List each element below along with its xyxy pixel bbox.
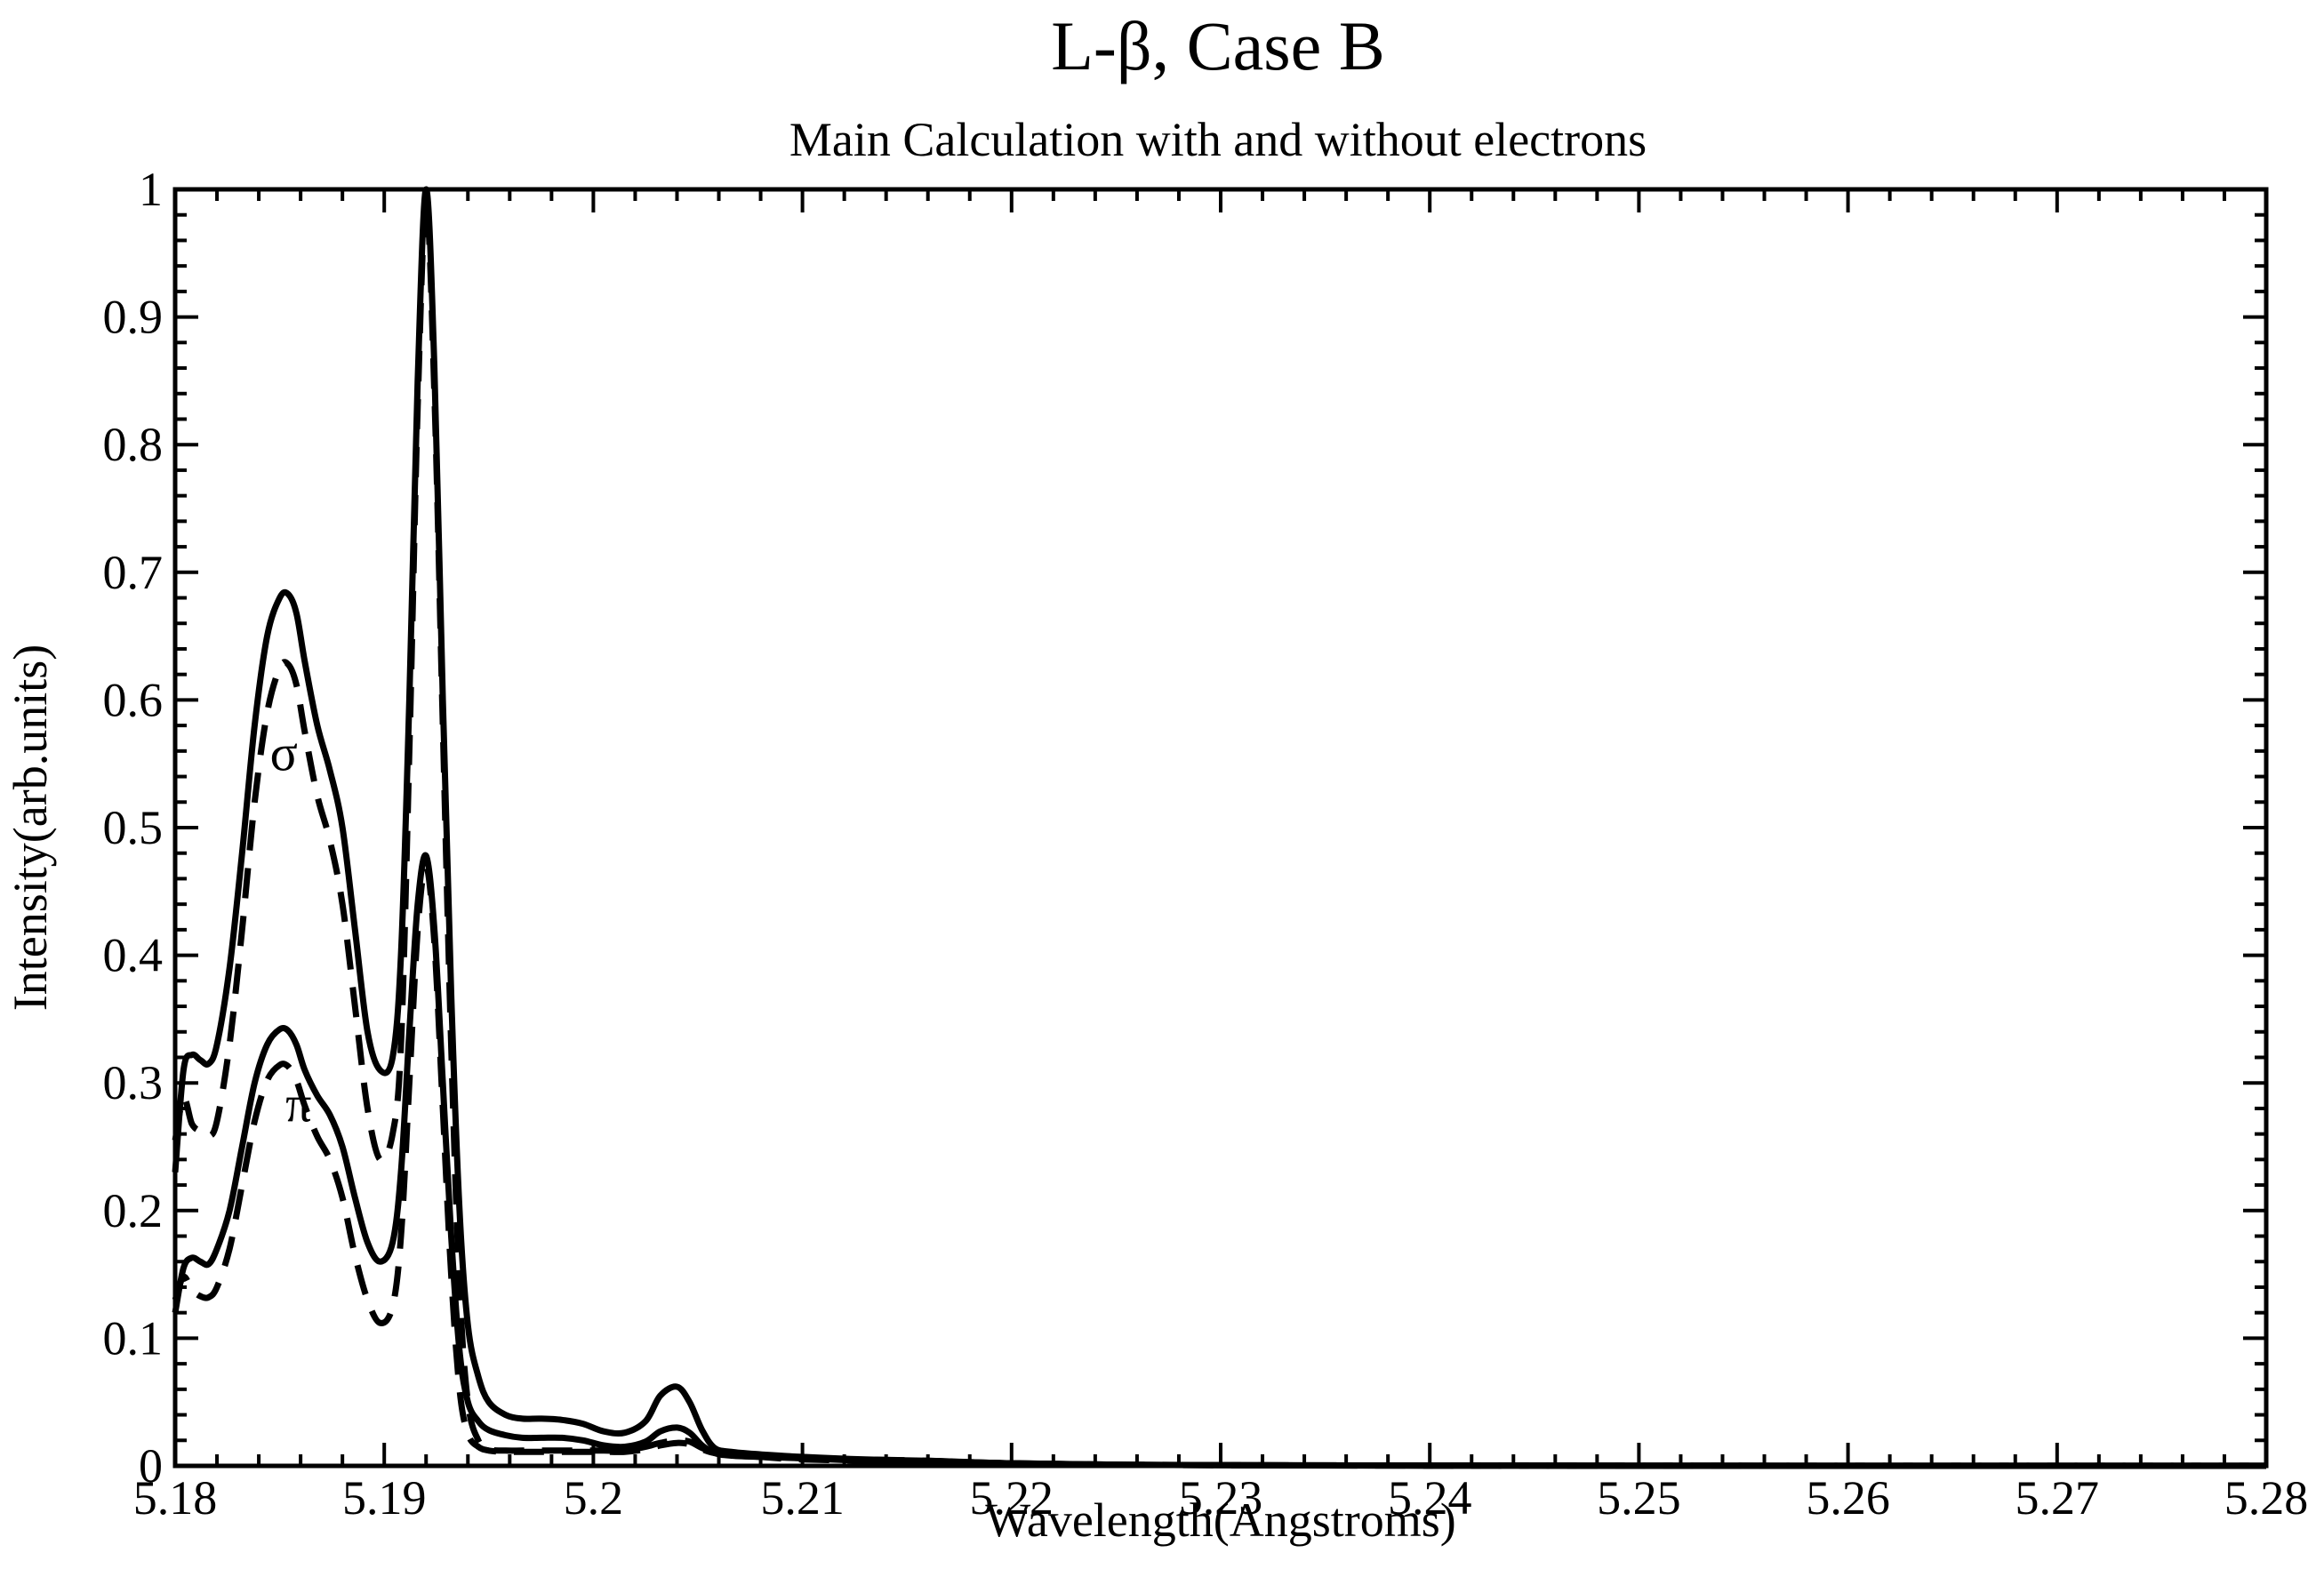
x-tick-label: 5.2 (564, 1471, 624, 1525)
x-tick-label: 5.18 (133, 1471, 218, 1525)
x-axis-label: Wavelength(Angstroms) (985, 1493, 1456, 1547)
y-tick-label: 0.4 (103, 929, 164, 982)
chart-subtitle: Main Calculation with and without electr… (789, 113, 1647, 166)
y-tick-label: 0.5 (103, 801, 164, 854)
y-tick-label: 0 (139, 1439, 163, 1493)
x-tick-label: 5.27 (2015, 1471, 2100, 1525)
x-tick-label: 5.28 (2224, 1471, 2309, 1525)
y-tick-label: 0.8 (103, 418, 164, 471)
y-tick-label: 0.6 (103, 673, 164, 726)
y-tick-label: 1 (139, 163, 163, 216)
y-tick-label: 0.2 (103, 1184, 164, 1237)
x-tick-label: 5.22 (970, 1471, 1054, 1525)
y-axis-label: Intensity(arb.units) (4, 644, 57, 1011)
x-tick-label: 5.19 (342, 1471, 427, 1525)
x-tick-label: 5.23 (1179, 1471, 1263, 1525)
y-tick-label: 0.3 (103, 1056, 164, 1109)
plot-frame (172, 187, 2269, 1469)
annotations: σπ (270, 724, 312, 1133)
y-tick-label: 0.1 (103, 1311, 164, 1365)
tick-labels: 5.18 5.19 5.2 5.21 5.22 5.23 5.24 5.25 5.26 5.27 5… (103, 163, 2309, 1525)
annotation-label-2: π (285, 1075, 311, 1133)
x-tick-label: 5.25 (1597, 1471, 1681, 1525)
x-tick-label: 5.21 (760, 1471, 845, 1525)
y-tick-label: 0.9 (103, 291, 164, 344)
chart-title: L-β, Case B (1051, 7, 1384, 84)
x-tick-label: 5.24 (1388, 1471, 1472, 1525)
y-tick-label: 0.7 (103, 546, 164, 599)
x-tick-label: 5.26 (1806, 1471, 1890, 1525)
annotation-label-1: σ (270, 724, 298, 781)
